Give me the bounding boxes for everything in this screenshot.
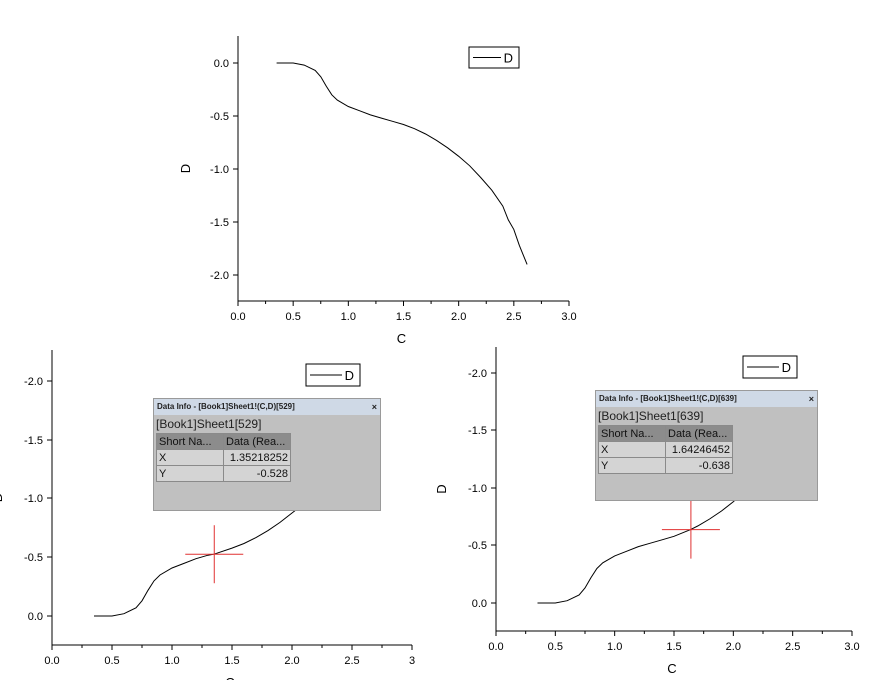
x-tick-label: 1.5	[396, 311, 411, 323]
legend-label: D	[345, 368, 354, 383]
y-tick-label: 0.0	[472, 598, 487, 610]
x-tick-label: 2.5	[344, 655, 359, 667]
table-row: X 1.35218252	[156, 449, 291, 466]
legend-label: D	[782, 360, 791, 375]
x-tick-label: 0.0	[230, 311, 245, 323]
data-info-title-bar[interactable]: Data Info - [Book1]Sheet1!(C,D)[529] ×	[154, 399, 380, 415]
table-header-row: Short Na... Data (Rea...	[156, 433, 291, 450]
row-label-y: Y	[598, 457, 666, 474]
x-tick-label: 2.0	[284, 655, 299, 667]
column-header-data: Data (Rea...	[223, 433, 291, 450]
column-header-data: Data (Rea...	[665, 425, 733, 442]
y-tick-label: -0.5	[468, 540, 487, 552]
y-tick-label: -2.0	[210, 270, 229, 282]
legend-label: D	[504, 51, 513, 66]
chart-2: 0.0 0.5 1.0 1.5 2.0 2.5 3 0.0 -0.5 -1.0 -1.5 -2.0 C D…	[0, 350, 415, 680]
table-row: Y -0.528	[156, 465, 291, 482]
close-icon[interactable]: ×	[808, 394, 814, 404]
row-value-x: 1.35218252	[223, 449, 291, 466]
legend: D	[742, 355, 798, 379]
x-tick-label: 2.0	[451, 311, 466, 323]
table-row: Y -0.638	[598, 457, 733, 474]
y-axis-label: D	[0, 493, 5, 502]
series-line-D	[276, 62, 528, 265]
y-tick-label: -1.0	[24, 493, 43, 505]
data-info-subtitle: [Book1]Sheet1[639]	[598, 409, 704, 423]
x-tick-label: 1.5	[224, 655, 239, 667]
x-tick-label: 1.0	[164, 655, 179, 667]
y-tick-label: -1.0	[468, 483, 487, 495]
x-axis-label: C	[397, 331, 406, 346]
y-tick-label: -2.0	[468, 368, 487, 380]
data-info-title: Data Info - [Book1]Sheet1!(C,D)[529]	[157, 402, 295, 411]
y-tick-label: -1.5	[210, 217, 229, 229]
x-tick-label: 0.5	[548, 641, 563, 653]
close-icon[interactable]: ×	[371, 402, 377, 412]
y-tick-label: -1.5	[24, 435, 43, 447]
x-tick-label: 2.5	[506, 311, 521, 323]
y-tick-label: -2.0	[24, 376, 43, 388]
y-tick-label: 0.0	[28, 611, 43, 623]
x-tick-label: 3.0	[844, 641, 859, 653]
x-tick-label: 0.5	[104, 655, 119, 667]
x-axis-label: C	[667, 661, 676, 676]
column-header-short-name: Short Na...	[598, 425, 666, 442]
data-info-table: Short Na... Data (Rea... X 1.35218252 Y …	[156, 433, 291, 482]
x-tick-label: 1.0	[341, 311, 356, 323]
x-tick-label: 1.0	[607, 641, 622, 653]
x-tick-label: 3.0	[561, 311, 576, 323]
y-tick-label: -0.5	[210, 111, 229, 123]
row-label-y: Y	[156, 465, 224, 482]
x-tick-label: 0.0	[488, 641, 503, 653]
table-row: X 1.64246452	[598, 441, 733, 458]
x-tick-label: 0.5	[286, 311, 301, 323]
y-tick-label: -1.5	[468, 425, 487, 437]
y-tick-label: -0.5	[24, 552, 43, 564]
data-info-table: Short Na... Data (Rea... X 1.64246452 Y …	[598, 425, 733, 474]
series-line-D	[94, 508, 299, 617]
legend: D	[468, 46, 520, 69]
x-tick-label: 1.5	[666, 641, 681, 653]
x-tick-label: 0.0	[44, 655, 59, 667]
data-info-title-bar[interactable]: Data Info - [Book1]Sheet1!(C,D)[639] ×	[596, 391, 817, 407]
y-axis-label: D	[178, 164, 193, 173]
y-axis-label: D	[434, 484, 449, 493]
row-label-x: X	[598, 441, 666, 458]
data-info-panel-1[interactable]: Data Info - [Book1]Sheet1!(C,D)[529] × […	[153, 398, 381, 511]
y-tick-label: 0.0	[214, 58, 229, 70]
legend: D	[305, 363, 361, 387]
data-info-panel-2[interactable]: Data Info - [Book1]Sheet1!(C,D)[639] × […	[595, 390, 818, 501]
row-value-x: 1.64246452	[665, 441, 733, 458]
chart-1: 0.0 0.5 1.0 1.5 2.0 2.5 3.0 0.0 -0.5 -1.0 -1.5 -2.0…	[178, 36, 577, 346]
chart-3: 0.0 0.5 1.0 1.5 2.0 2.5 3.0 0.0 -0.5 -1.0 -1.5 -2.0…	[434, 347, 860, 676]
y-tick-label: -1.0	[210, 164, 229, 176]
row-value-y: -0.528	[223, 465, 291, 482]
x-tick-label: 2.0	[726, 641, 741, 653]
table-header-row: Short Na... Data (Rea...	[598, 425, 733, 442]
series-line-D	[537, 499, 737, 604]
x-tick-label: 3	[409, 655, 415, 667]
data-info-subtitle: [Book1]Sheet1[529]	[156, 417, 262, 431]
column-header-short-name: Short Na...	[156, 433, 224, 450]
x-axis-label: C	[225, 675, 234, 680]
row-label-x: X	[156, 449, 224, 466]
data-info-title: Data Info - [Book1]Sheet1!(C,D)[639]	[599, 394, 737, 403]
row-value-y: -0.638	[665, 457, 733, 474]
x-tick-label: 2.5	[785, 641, 800, 653]
